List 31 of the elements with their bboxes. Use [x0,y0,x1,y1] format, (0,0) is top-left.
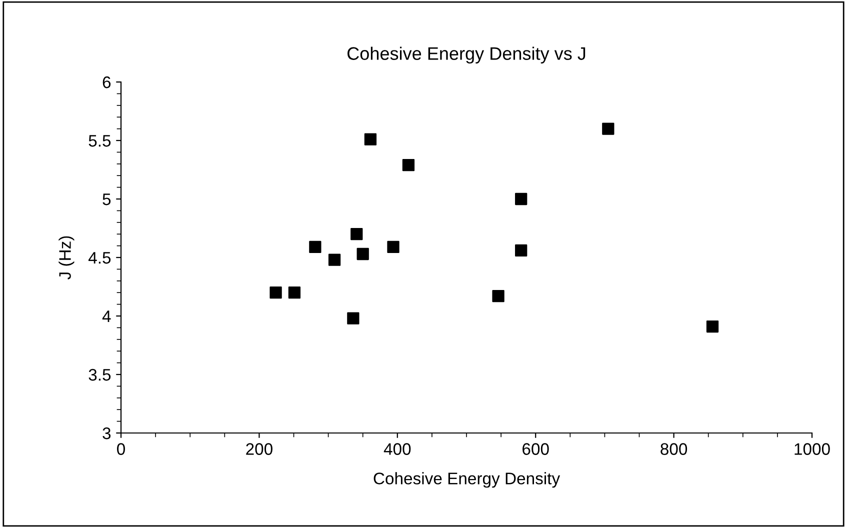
y-tick-label: 6 [102,76,111,88]
point [350,228,363,240]
x-tick-label: 200 [246,443,272,455]
point [309,240,322,254]
point [364,133,377,146]
y-tick-label: 4 [102,310,111,322]
x-tick-label: 0 [117,443,125,455]
y-tick-label: 3 [102,427,111,440]
point [270,286,282,299]
y-axis-title: J (Hz) [58,236,74,280]
point [328,254,341,266]
x-axis-title: Cohesive Energy Density [374,472,560,488]
y-tick-label: 4.5 [88,252,111,264]
y-tick-label: 3.5 [88,368,111,381]
point [288,286,301,299]
x-tick-label: 600 [522,443,549,455]
point [515,192,528,206]
point [356,248,369,260]
y-tick-label: 5 [102,194,111,206]
y-tick-label: 5.5 [88,135,111,147]
x-tick-label: 800 [660,443,688,455]
point [347,312,360,324]
chart-title: Cohesive Energy Density vs J [348,46,586,64]
point [602,122,614,135]
point [515,244,528,257]
x-tick-label: 1000 [794,443,830,455]
point [402,158,415,172]
point [706,320,719,333]
x-tick-label: 400 [384,443,411,455]
point [387,240,400,254]
point [492,290,504,302]
